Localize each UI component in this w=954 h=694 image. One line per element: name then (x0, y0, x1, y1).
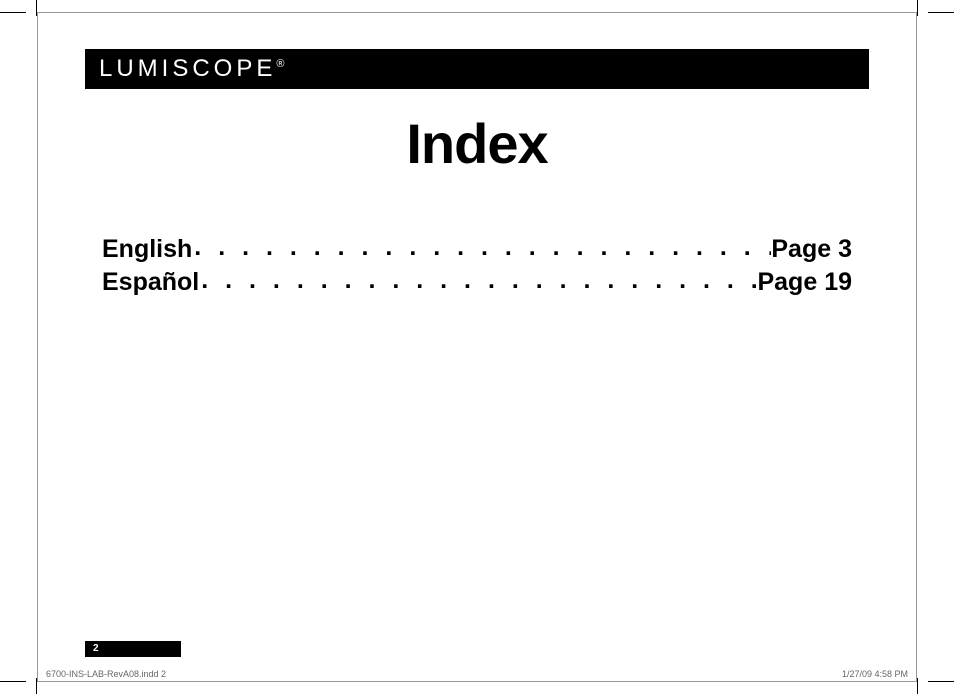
index-entry: Español . . . . . . . . . . . . . . . . … (102, 268, 852, 297)
entry-leader-dots: . . . . . . . . . . . . . . . . . . . . … (192, 233, 771, 262)
page-container: LUMISCOPE® Index English . . . . . . . .… (37, 12, 917, 682)
entry-page-number: 19 (824, 268, 852, 296)
crop-mark (0, 12, 26, 13)
page-number-bar: 2 (85, 641, 181, 657)
footer: 6700-INS-LAB-RevA08.indd 2 1/27/09 4:58 … (46, 669, 908, 679)
entry-page-ref: Page 3 (771, 235, 852, 264)
entry-language-label: English (102, 235, 192, 264)
entry-page-number: 3 (838, 235, 852, 263)
entry-language-label: Español (102, 268, 199, 297)
registered-symbol: ® (276, 58, 284, 70)
footer-timestamp: 1/27/09 4:58 PM (842, 669, 908, 679)
crop-mark (928, 12, 954, 13)
entry-page-prefix: Page (771, 235, 831, 263)
entry-leader-dots: . . . . . . . . . . . . . . . . . . . . … (199, 266, 757, 295)
entry-page-ref: Page 19 (757, 268, 852, 297)
footer-filename: 6700-INS-LAB-RevA08.indd 2 (46, 669, 166, 679)
index-entry: English . . . . . . . . . . . . . . . . … (102, 235, 852, 264)
crop-mark (917, 0, 918, 16)
entry-page-prefix: Page (757, 268, 817, 296)
page-title: Index (38, 111, 916, 176)
header-bar: LUMISCOPE® (85, 49, 869, 89)
crop-mark (928, 681, 954, 682)
brand-text: LUMISCOPE (99, 55, 276, 82)
page-number: 2 (93, 643, 99, 654)
brand-name: LUMISCOPE® (99, 55, 284, 83)
crop-mark (0, 681, 26, 682)
crop-mark (917, 678, 918, 694)
index-entries: English . . . . . . . . . . . . . . . . … (102, 235, 852, 301)
